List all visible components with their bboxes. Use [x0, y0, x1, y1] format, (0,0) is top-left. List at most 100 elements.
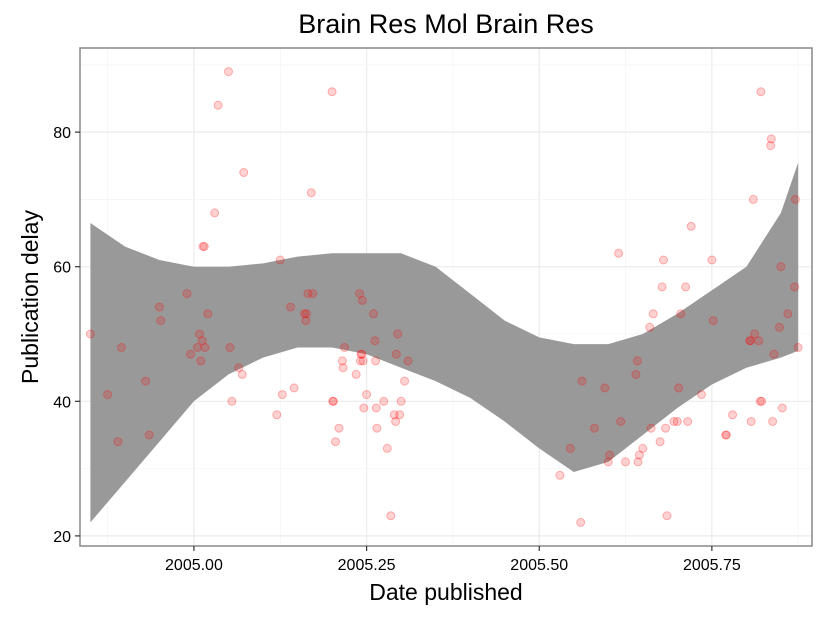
data-point	[756, 87, 766, 97]
data-point	[299, 309, 309, 319]
y-tick-label: 40	[53, 394, 71, 411]
data-point	[308, 289, 318, 299]
data-point	[745, 336, 755, 346]
data-point	[239, 168, 249, 177]
data-point	[661, 423, 671, 433]
data-point	[775, 322, 784, 332]
data-point	[186, 349, 195, 359]
data-point	[565, 443, 575, 453]
data-point	[362, 390, 372, 400]
data-point	[327, 87, 337, 97]
data-point	[646, 423, 656, 433]
data-point	[275, 255, 285, 265]
data-point	[707, 255, 717, 265]
data-point	[721, 430, 731, 440]
data-point	[633, 457, 643, 467]
data-point	[393, 329, 403, 339]
data-point	[301, 316, 311, 326]
data-point	[277, 390, 287, 400]
data-point	[783, 309, 793, 319]
data-point	[289, 383, 299, 393]
data-point	[603, 457, 613, 467]
x-tick-label: 2005.25	[338, 557, 396, 574]
data-point	[681, 282, 691, 292]
data-point	[338, 363, 348, 373]
data-point	[657, 282, 667, 292]
data-point	[769, 349, 779, 359]
y-tick-label: 20	[53, 529, 71, 546]
data-point	[757, 396, 767, 406]
data-point	[372, 423, 382, 433]
data-point	[369, 309, 378, 319]
data-point	[662, 511, 672, 521]
data-point	[790, 194, 800, 204]
data-point	[234, 363, 244, 373]
data-point	[370, 336, 380, 346]
y-tick-label: 60	[53, 260, 71, 277]
data-point	[683, 417, 693, 426]
data-point	[590, 423, 599, 433]
data-point	[192, 343, 202, 352]
data-point	[371, 403, 381, 413]
data-point	[768, 417, 778, 426]
data-point	[154, 302, 164, 312]
data-point	[750, 329, 760, 339]
data-point	[400, 376, 410, 386]
data-point	[357, 295, 367, 305]
data-point	[357, 349, 367, 359]
data-point	[669, 417, 679, 426]
data-point	[728, 410, 738, 420]
data-point	[355, 356, 365, 366]
data-point	[200, 343, 210, 352]
data-point	[748, 194, 758, 204]
data-point	[605, 450, 615, 460]
data-point	[576, 517, 586, 527]
data-point	[303, 289, 313, 299]
data-point	[631, 369, 641, 379]
data-point	[686, 221, 696, 231]
data-point	[116, 343, 126, 352]
data-point	[351, 369, 361, 379]
x-tick-label: 2005.75	[683, 557, 741, 574]
data-point	[337, 356, 347, 366]
data-point	[198, 242, 208, 251]
data-point	[746, 336, 755, 346]
data-point	[358, 356, 368, 366]
data-point	[371, 356, 381, 366]
data-point	[203, 309, 213, 319]
data-point	[632, 356, 642, 366]
data-point	[638, 443, 648, 453]
data-point	[790, 282, 800, 292]
data-point	[766, 134, 776, 144]
data-point	[355, 289, 365, 299]
data-point	[746, 417, 756, 426]
data-point	[577, 376, 587, 386]
data-point	[674, 383, 684, 393]
x-tick-label: 2005.00	[165, 557, 223, 574]
data-point	[614, 248, 624, 258]
data-point	[237, 369, 247, 379]
data-point	[793, 343, 803, 352]
data-point	[721, 430, 731, 440]
data-point	[766, 141, 776, 151]
data-point	[195, 329, 204, 339]
data-point	[328, 396, 338, 406]
data-point	[286, 302, 296, 312]
data-point	[697, 390, 706, 400]
data-point	[199, 242, 209, 251]
data-point	[225, 343, 235, 352]
data-point	[379, 396, 389, 406]
data-point	[213, 100, 223, 110]
data-point	[340, 343, 349, 352]
data-point	[272, 410, 282, 420]
x-tick-label: 2005.50	[510, 557, 568, 574]
data-point	[302, 309, 311, 319]
panel-border	[79, 47, 813, 547]
data-point	[655, 437, 665, 447]
data-point	[389, 410, 399, 420]
data-point	[224, 67, 233, 77]
data-point	[648, 309, 658, 319]
data-point	[141, 376, 151, 386]
data-point	[359, 403, 369, 413]
